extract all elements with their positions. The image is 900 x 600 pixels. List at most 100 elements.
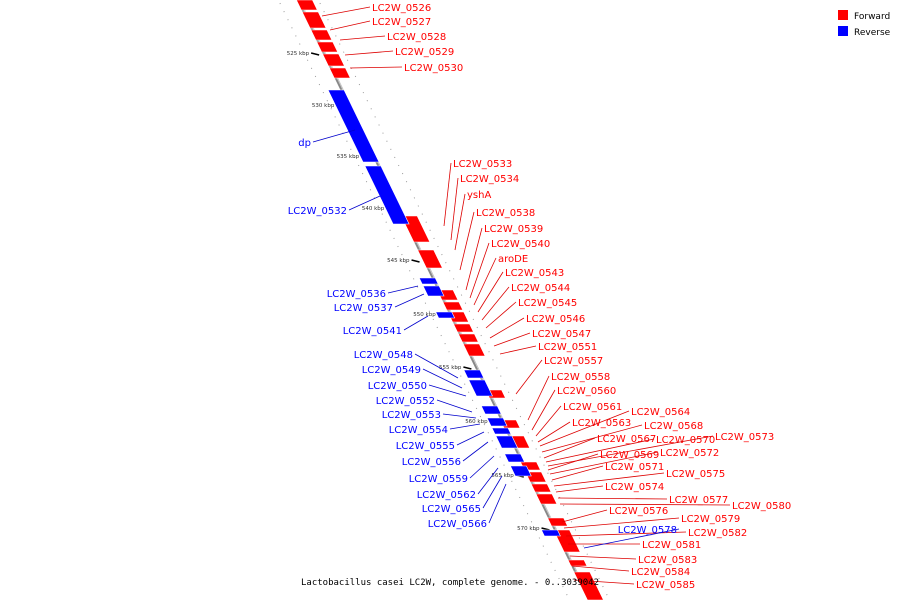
forward-gene-label: LC2W_0543 (505, 268, 564, 279)
reverse-leader-line (449, 423, 481, 430)
forward-gene-label: LC2W_0581 (642, 540, 701, 551)
forward-gene-label: LC2W_0546 (526, 314, 585, 325)
reverse-leader-line (428, 384, 467, 397)
forward-leader-line (545, 438, 655, 463)
forward-gene-label: LC2W_0582 (688, 528, 747, 539)
reverse-gene-shape (422, 285, 445, 297)
tick-mark (411, 259, 420, 263)
forward-leader-line (539, 410, 630, 447)
reverse-gene-shape (364, 165, 410, 225)
forward-leader-line (547, 453, 599, 471)
forward-gene-label: LC2W_0533 (453, 159, 512, 170)
reverse-gene-label: LC2W_0552 (376, 396, 435, 407)
reverse-leader-line (456, 431, 485, 446)
reverse-leader-line (387, 285, 419, 294)
forward-leader-line (344, 50, 394, 56)
forward-gene-label: LC2W_0575 (666, 469, 725, 480)
forward-gene-label: LC2W_0574 (605, 482, 664, 493)
forward-leader-line (537, 421, 571, 443)
forward-leader-line (339, 35, 386, 41)
forward-gene-shape (547, 517, 569, 527)
forward-gene-label: LC2W_0529 (395, 47, 454, 58)
forward-gene-label: LC2W_0583 (638, 555, 697, 566)
forward-gene-label: LC2W_0557 (544, 356, 603, 367)
forward-gene-label: LC2W_0579 (681, 514, 740, 525)
forward-leader-line (569, 555, 637, 560)
forward-leader-line (321, 6, 371, 17)
tick-label: 560 kbp (465, 419, 488, 425)
forward-gene-label: LC2W_0528 (387, 32, 446, 43)
forward-gene-label: LC2W_0539 (484, 224, 543, 235)
forward-leader-line (531, 389, 556, 431)
forward-gene-label: LC2W_0538 (476, 208, 535, 219)
tick-label: 540 kbp (362, 206, 385, 212)
forward-leader-line (515, 359, 543, 395)
reverse-leader-line (583, 528, 680, 549)
forward-leader-line (571, 565, 630, 572)
forward-leader-line (443, 162, 452, 227)
tick-label: 565 kbp (491, 473, 514, 479)
forward-gene-shape (296, 0, 318, 11)
reverse-leader-line (462, 441, 489, 462)
reverse-gene-label: LC2W_0556 (402, 457, 461, 468)
forward-leader-line (493, 332, 531, 347)
forward-gene-label: LC2W_0568 (644, 421, 703, 432)
forward-gene-label: LC2W_0564 (631, 407, 690, 418)
forward-leader-line (557, 497, 668, 500)
forward-gene-label: LC2W_0530 (404, 63, 463, 74)
forward-gene-label: LC2W_0569 (600, 450, 659, 461)
forward-gene-label: LC2W_0580 (732, 501, 791, 512)
reverse-leader-line (442, 413, 477, 419)
tick-mark (310, 52, 320, 56)
reverse-gene-label: LC2W_0578 (618, 525, 677, 536)
forward-leader-line (559, 503, 731, 506)
tick-label: 570 kbp (517, 526, 540, 532)
reverse-gene-label: LC2W_0532 (288, 206, 347, 217)
forward-gene-shape (328, 67, 351, 79)
forward-leader-line (565, 531, 687, 537)
forward-gene-label: LC2W_0567 (597, 434, 656, 445)
reverse-gene-label: LC2W_0554 (389, 425, 448, 436)
forward-leader-line (489, 317, 525, 339)
forward-gene-label: LC2W_0577 (669, 495, 728, 506)
forward-gene-shape (462, 343, 486, 357)
reverse-leader-line (403, 315, 429, 331)
forward-leader-line (349, 66, 403, 69)
forward-leader-line (499, 345, 537, 355)
forward-gene-shape (573, 571, 604, 600)
reverse-gene-label: LC2W_0550 (368, 381, 427, 392)
forward-gene-shape (442, 301, 464, 311)
reverse-gene-shape (480, 405, 502, 415)
reverse-leader-line (482, 475, 503, 509)
forward-gene-label: yshA (467, 190, 491, 201)
forward-gene-label: LC2W_0560 (557, 386, 616, 397)
reverse-gene-label: LC2W_0553 (382, 410, 441, 421)
forward-gene-shape (453, 323, 474, 333)
reverse-gene-shape (468, 379, 493, 397)
forward-gene-label: LC2W_0558 (551, 372, 610, 383)
forward-gene-label: LC2W_0570 (656, 435, 715, 446)
reverse-gene-label: LC2W_0537 (334, 303, 393, 314)
forward-gene-label: LC2W_0545 (518, 298, 577, 309)
reverse-gene-label: LC2W_0565 (422, 504, 481, 515)
reverse-gene-shape (327, 89, 380, 163)
tick-mark (463, 366, 472, 370)
forward-leader-line (454, 193, 466, 251)
forward-gene-shape (301, 11, 327, 29)
forward-gene-shape (310, 29, 333, 41)
forward-leader-line (541, 424, 643, 453)
forward-gene-shape (530, 483, 552, 493)
reverse-gene-shape (463, 369, 485, 379)
forward-gene-label: LC2W_0534 (460, 174, 519, 185)
reverse-gene-shape (495, 435, 519, 449)
reverse-leader-line (348, 195, 381, 211)
reverse-gene-shape (540, 529, 561, 537)
reverse-gene-label: LC2W_0562 (417, 490, 476, 501)
reverse-leader-line (394, 293, 425, 308)
legend-forward-swatch (838, 10, 848, 20)
tick-mark (541, 527, 550, 531)
forward-gene-shape (535, 493, 558, 505)
reverse-leader-line (488, 483, 507, 524)
